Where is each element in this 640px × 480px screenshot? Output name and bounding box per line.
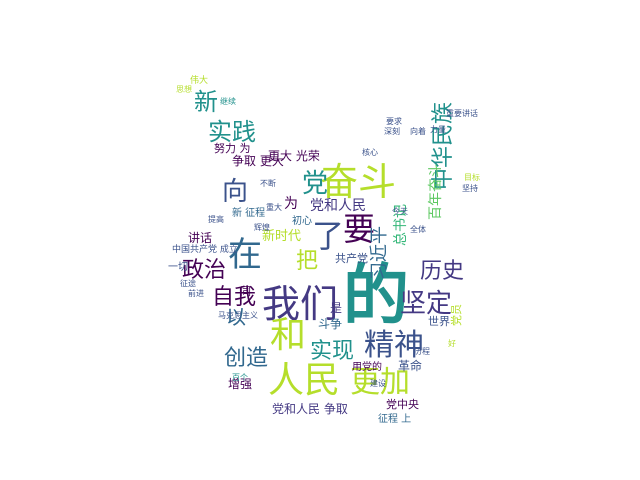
word-hexin: 核心 <box>362 147 378 157</box>
word-jianding: 坚定 <box>400 289 452 319</box>
word-zhengcheng-shang: 征程 上 <box>378 413 411 425</box>
word-xiangzhe: 向着 <box>410 126 426 136</box>
word-zhengqu-gengda: 争取 更大 <box>232 154 284 168</box>
word-chuangzao: 创造 <box>224 346 268 371</box>
word-xin: 新 <box>194 88 218 116</box>
word-zhongguogongchandang: 中国共产党 成立 <box>172 243 238 255</box>
word-zhonghuaminzu: 中华民族 <box>431 102 456 190</box>
word-zhongyaojianghua: 重要讲话 <box>446 108 478 118</box>
word-huihuang: 辉煌 <box>254 222 270 232</box>
word-zhengzhi: 政治 <box>182 258 226 283</box>
word-dangyuan: 党员 <box>450 304 463 326</box>
word-gengjia: 更加 <box>350 365 410 400</box>
word-tigao: 提高 <box>208 214 224 224</box>
word-xinshidai: 新时代 <box>262 228 301 244</box>
word-mubiao: 目标 <box>464 172 480 182</box>
word-geming: 革命 <box>398 358 422 373</box>
word-douzheng: 斗争 <box>318 317 342 331</box>
word-dangherenmin-zhengqu: 党和人民 争取 <box>272 401 348 416</box>
word-wei: 为 <box>284 196 298 212</box>
word-shenke: 深刻 <box>384 126 400 136</box>
word-le: 了 <box>312 217 344 255</box>
word-yi: 以 <box>226 305 246 329</box>
word-licheng: 历程 <box>414 347 430 356</box>
word-zai: 在 <box>228 235 262 275</box>
word-lishi: 历史 <box>420 259 464 284</box>
word-de: 的 <box>343 257 409 334</box>
word-qianjin: 前进 <box>188 288 204 298</box>
word-ziwo: 自我 <box>212 285 256 310</box>
word-makesizhuyi: 马克思主义 <box>218 310 258 320</box>
word-yao: 要 <box>343 210 375 248</box>
word-jintian: 今天 <box>392 206 408 216</box>
word-shijian: 实践 <box>208 118 256 146</box>
word-jingshen: 精神 <box>364 328 424 363</box>
word-nuli-wei: 努力 为 <box>214 141 251 155</box>
word-jianchi: 坚持 <box>462 183 478 193</box>
word-weida: 伟大 <box>190 74 208 86</box>
word-xijinping: 习近平 <box>369 226 390 280</box>
word-jianghua: 讲话 <box>188 230 212 245</box>
word-xin-zhengcheng: 新 征程 <box>232 206 265 219</box>
word-tong: 同 <box>240 285 251 298</box>
word-sixiang: 思想 <box>176 84 192 94</box>
word-he: 和 <box>270 315 306 356</box>
word-shixian: 实现 <box>310 339 354 364</box>
word-xiang: 向 <box>222 177 248 207</box>
word-jianshe: 建设 <box>370 378 386 388</box>
word-zhengtu: 征途 <box>180 278 196 288</box>
word-ba: 把 <box>296 249 318 274</box>
word-chuxin: 初心 <box>292 214 312 227</box>
word-dangherenmin: 党和人民 <box>310 198 366 214</box>
word-women: 我们 <box>262 282 338 326</box>
word-dang: 党 <box>302 169 328 199</box>
word-zhongda: 重大 <box>266 202 282 212</box>
word-renmin: 人民 <box>268 360 340 401</box>
word-gengda-guangrong: 更大 光荣 <box>268 149 320 163</box>
word-quanti: 全体 <box>410 224 426 234</box>
word-fendou: 奋斗 <box>320 160 396 204</box>
word-dangzhongyang: 党中央 <box>386 398 419 411</box>
word-zengqiang: 增强 <box>228 377 252 391</box>
word-buduan: 不断 <box>260 178 276 188</box>
word-hao: 好 <box>448 338 456 348</box>
word-gongchandang: 共产党 <box>335 251 368 265</box>
word-baige: 百个 <box>232 373 248 382</box>
word-shijie: 世界 <box>428 315 450 328</box>
word-shi: 是 <box>330 301 342 315</box>
word-yiqie: 一切 <box>168 261 188 273</box>
word-liliang: 力量 <box>430 124 446 134</box>
word-zongshuji: 总书记 <box>393 204 409 246</box>
word-bainianfendou: 百年奋斗 <box>428 164 444 220</box>
word-yongdangde: 用党的 <box>352 360 382 373</box>
word-yaoqiu: 要求 <box>386 116 402 126</box>
word-jixu: 继续 <box>220 96 236 106</box>
